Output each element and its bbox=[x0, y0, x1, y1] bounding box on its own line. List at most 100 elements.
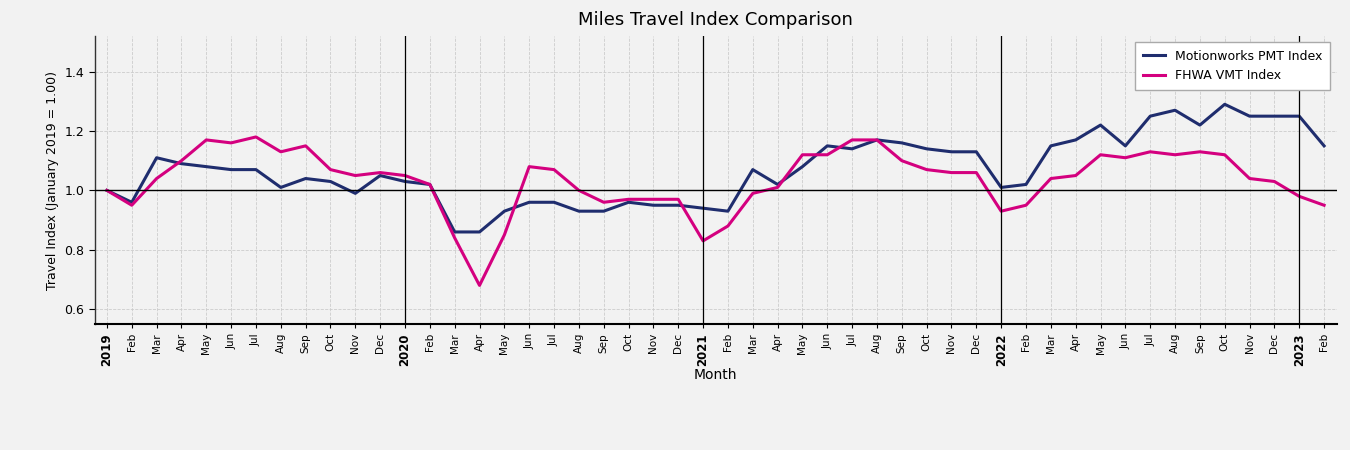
Line: FHWA VMT Index: FHWA VMT Index bbox=[107, 137, 1324, 285]
Motionworks PMT Index bbox=[1018, 182, 1034, 187]
FHWA VMT Index bbox=[198, 137, 215, 143]
Motionworks PMT Index bbox=[1068, 137, 1084, 143]
Motionworks PMT Index bbox=[1242, 113, 1258, 119]
FHWA VMT Index bbox=[1316, 202, 1332, 208]
Motionworks PMT Index bbox=[297, 176, 313, 181]
FHWA VMT Index bbox=[968, 170, 984, 176]
Motionworks PMT Index bbox=[1316, 143, 1332, 148]
Motionworks PMT Index bbox=[99, 188, 115, 193]
Motionworks PMT Index bbox=[819, 143, 836, 148]
FHWA VMT Index bbox=[248, 134, 265, 140]
Motionworks PMT Index bbox=[695, 206, 711, 211]
FHWA VMT Index bbox=[521, 164, 537, 169]
Motionworks PMT Index bbox=[670, 202, 686, 208]
Line: Motionworks PMT Index: Motionworks PMT Index bbox=[107, 104, 1324, 232]
X-axis label: Month: Month bbox=[694, 369, 737, 382]
FHWA VMT Index bbox=[670, 197, 686, 202]
Motionworks PMT Index bbox=[1042, 143, 1058, 148]
FHWA VMT Index bbox=[819, 152, 836, 158]
FHWA VMT Index bbox=[99, 188, 115, 193]
FHWA VMT Index bbox=[1266, 179, 1282, 184]
Motionworks PMT Index bbox=[918, 146, 934, 152]
Motionworks PMT Index bbox=[645, 202, 662, 208]
Motionworks PMT Index bbox=[869, 137, 886, 143]
Motionworks PMT Index bbox=[968, 149, 984, 154]
FHWA VMT Index bbox=[745, 191, 761, 196]
Motionworks PMT Index bbox=[323, 179, 339, 184]
FHWA VMT Index bbox=[447, 235, 463, 241]
FHWA VMT Index bbox=[297, 143, 313, 148]
FHWA VMT Index bbox=[844, 137, 860, 143]
Motionworks PMT Index bbox=[844, 146, 860, 152]
Motionworks PMT Index bbox=[421, 182, 437, 187]
FHWA VMT Index bbox=[273, 149, 289, 154]
FHWA VMT Index bbox=[695, 238, 711, 243]
Motionworks PMT Index bbox=[944, 149, 960, 154]
Motionworks PMT Index bbox=[1092, 122, 1108, 128]
FHWA VMT Index bbox=[373, 170, 389, 176]
FHWA VMT Index bbox=[1018, 202, 1034, 208]
Motionworks PMT Index bbox=[621, 199, 637, 205]
Motionworks PMT Index bbox=[894, 140, 910, 146]
FHWA VMT Index bbox=[645, 197, 662, 202]
FHWA VMT Index bbox=[1118, 155, 1134, 161]
Motionworks PMT Index bbox=[273, 184, 289, 190]
Motionworks PMT Index bbox=[198, 164, 215, 169]
FHWA VMT Index bbox=[545, 167, 562, 172]
FHWA VMT Index bbox=[1291, 194, 1307, 199]
Motionworks PMT Index bbox=[994, 184, 1010, 190]
FHWA VMT Index bbox=[944, 170, 960, 176]
Motionworks PMT Index bbox=[1216, 102, 1233, 107]
Motionworks PMT Index bbox=[769, 182, 786, 187]
FHWA VMT Index bbox=[595, 199, 612, 205]
Motionworks PMT Index bbox=[521, 199, 537, 205]
FHWA VMT Index bbox=[1068, 173, 1084, 178]
Legend: Motionworks PMT Index, FHWA VMT Index: Motionworks PMT Index, FHWA VMT Index bbox=[1135, 42, 1330, 90]
Motionworks PMT Index bbox=[595, 208, 612, 214]
Title: Miles Travel Index Comparison: Miles Travel Index Comparison bbox=[578, 11, 853, 29]
Motionworks PMT Index bbox=[794, 164, 810, 169]
FHWA VMT Index bbox=[1142, 149, 1158, 154]
Motionworks PMT Index bbox=[497, 208, 513, 214]
FHWA VMT Index bbox=[769, 184, 786, 190]
FHWA VMT Index bbox=[497, 232, 513, 238]
Motionworks PMT Index bbox=[545, 199, 562, 205]
FHWA VMT Index bbox=[621, 197, 637, 202]
Motionworks PMT Index bbox=[471, 229, 487, 234]
Motionworks PMT Index bbox=[1142, 113, 1158, 119]
Motionworks PMT Index bbox=[173, 161, 189, 166]
FHWA VMT Index bbox=[173, 158, 189, 163]
Motionworks PMT Index bbox=[447, 229, 463, 234]
FHWA VMT Index bbox=[894, 158, 910, 163]
FHWA VMT Index bbox=[869, 137, 886, 143]
FHWA VMT Index bbox=[124, 202, 140, 208]
FHWA VMT Index bbox=[148, 176, 165, 181]
FHWA VMT Index bbox=[1242, 176, 1258, 181]
Motionworks PMT Index bbox=[571, 208, 587, 214]
FHWA VMT Index bbox=[994, 208, 1010, 214]
FHWA VMT Index bbox=[918, 167, 934, 172]
FHWA VMT Index bbox=[421, 182, 437, 187]
FHWA VMT Index bbox=[323, 167, 339, 172]
FHWA VMT Index bbox=[571, 188, 587, 193]
Motionworks PMT Index bbox=[1266, 113, 1282, 119]
Motionworks PMT Index bbox=[124, 199, 140, 205]
Motionworks PMT Index bbox=[720, 208, 736, 214]
Motionworks PMT Index bbox=[248, 167, 265, 172]
FHWA VMT Index bbox=[1092, 152, 1108, 158]
FHWA VMT Index bbox=[223, 140, 239, 146]
Motionworks PMT Index bbox=[1166, 108, 1183, 113]
Motionworks PMT Index bbox=[1291, 113, 1307, 119]
FHWA VMT Index bbox=[397, 173, 413, 178]
Motionworks PMT Index bbox=[223, 167, 239, 172]
FHWA VMT Index bbox=[347, 173, 363, 178]
FHWA VMT Index bbox=[1192, 149, 1208, 154]
Motionworks PMT Index bbox=[397, 179, 413, 184]
FHWA VMT Index bbox=[794, 152, 810, 158]
Motionworks PMT Index bbox=[148, 155, 165, 161]
Motionworks PMT Index bbox=[745, 167, 761, 172]
Motionworks PMT Index bbox=[373, 173, 389, 178]
Motionworks PMT Index bbox=[1118, 143, 1134, 148]
FHWA VMT Index bbox=[1166, 152, 1183, 158]
Motionworks PMT Index bbox=[1192, 122, 1208, 128]
